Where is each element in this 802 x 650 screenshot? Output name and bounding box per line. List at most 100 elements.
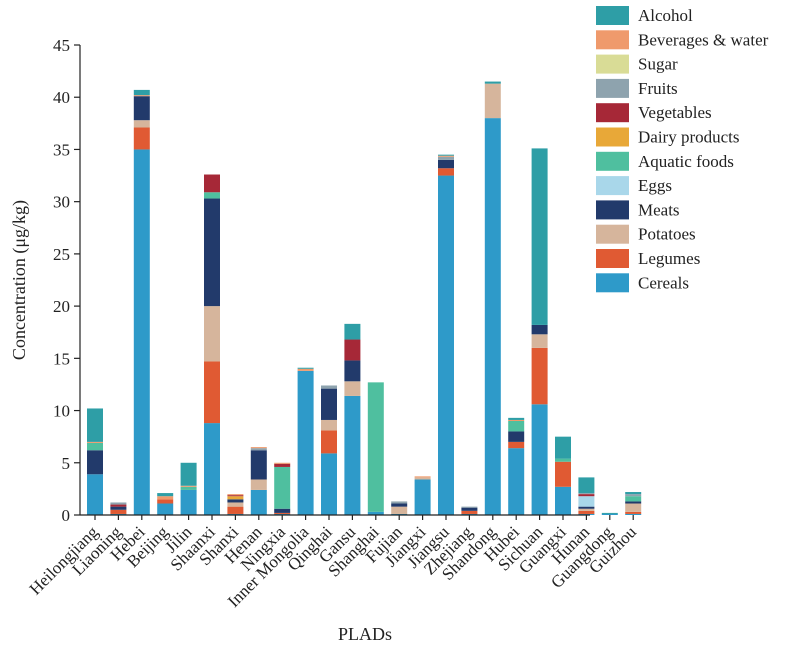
bar-segment	[508, 417, 525, 420]
bar-segment	[391, 503, 408, 507]
bar-segment	[461, 506, 478, 508]
bar-segment	[274, 508, 291, 513]
bar-segment	[297, 368, 314, 371]
bar-segment	[625, 496, 642, 502]
bar-segment	[601, 512, 618, 514]
bar-segment	[321, 388, 337, 420]
legend-label: Legumes	[638, 249, 700, 268]
bar-segment	[157, 496, 174, 500]
legend-label: Fruits	[638, 79, 678, 98]
bar-segment	[344, 360, 361, 382]
bar-segment	[321, 453, 337, 515]
bar-segment	[578, 508, 595, 511]
bar-segment	[204, 423, 220, 515]
bar-segment	[531, 324, 548, 335]
legend-swatch	[596, 103, 629, 123]
bar-segment	[110, 504, 127, 507]
bar-segment	[391, 506, 408, 514]
bar-segment	[461, 507, 478, 511]
legend-label: Dairy products	[638, 128, 740, 147]
bar-segment	[250, 448, 267, 451]
bar-segment	[625, 511, 642, 514]
bar-segment	[438, 159, 454, 169]
y-tick-label: 35	[53, 140, 70, 159]
bar-segment	[133, 95, 150, 97]
bar-segment	[227, 499, 244, 503]
x-axis-label: PLADs	[338, 624, 392, 644]
y-tick-label: 15	[53, 349, 70, 368]
bar-segment	[531, 404, 548, 515]
bar-segment	[578, 477, 595, 494]
y-tick-label: 5	[62, 454, 71, 473]
bar-segment	[110, 502, 127, 505]
bar-segment	[438, 156, 454, 160]
bar-segment	[578, 494, 595, 497]
bar-segment	[250, 489, 267, 515]
bar-segment	[180, 489, 197, 515]
x-ticks: HeilongjiangLiaoningHebeiBeijingJilinSha…	[26, 515, 640, 611]
bar-segment	[250, 479, 267, 490]
bar-segment	[414, 479, 431, 515]
bar-segment	[438, 168, 454, 176]
bar-segment	[531, 334, 548, 348]
bar-segment	[87, 474, 103, 515]
legend-label: Potatoes	[638, 225, 696, 244]
legend-swatch	[596, 54, 629, 74]
bar-segment	[227, 495, 244, 497]
legend-label: Alcohol	[638, 6, 693, 25]
legend-label: Beverages & water	[638, 30, 769, 49]
bar-segment	[204, 198, 220, 307]
y-tick-label: 10	[53, 402, 70, 421]
bar-segment	[367, 511, 384, 515]
bar-segment	[484, 81, 501, 84]
bar-segment	[274, 512, 291, 514]
legend: Alcohol Beverages & water Sugar Fruits Veget…	[596, 6, 769, 293]
legend-swatch	[596, 78, 629, 98]
legend-label: Sugar	[638, 55, 678, 74]
bar-segment	[508, 419, 525, 421]
bar-segment	[274, 463, 291, 467]
bar-segment	[321, 419, 337, 431]
legend-swatch	[596, 6, 629, 25]
bar-segment	[87, 442, 103, 451]
legend-label: Vegetables	[638, 103, 712, 122]
bar-segment	[87, 441, 103, 443]
bar-segment	[157, 499, 174, 504]
y-tick-label: 25	[53, 245, 70, 264]
bar-segment	[227, 502, 244, 507]
y-ticks: 0 5 10 15 20 25 30 35 40 45	[53, 36, 80, 525]
legend-label: Meats	[638, 200, 680, 219]
bar-segment	[227, 496, 244, 500]
legend-label: Eggs	[638, 176, 672, 195]
bar-segment	[578, 493, 595, 495]
bar-segment	[157, 493, 174, 497]
y-tick-label: 45	[53, 36, 70, 55]
bar-segment	[204, 306, 220, 362]
bar-segment	[344, 381, 361, 396]
bar-segment	[625, 501, 642, 504]
bar-segment	[133, 127, 150, 150]
bar-segment	[461, 510, 478, 514]
bar-segment	[227, 494, 244, 496]
bar-segment	[87, 408, 103, 442]
bar-segment	[204, 192, 220, 199]
bar-segment	[508, 421, 525, 432]
bar-segment	[625, 492, 642, 495]
y-tick-label: 40	[53, 88, 70, 107]
legend-swatch	[596, 200, 629, 220]
bar-segment	[344, 323, 361, 340]
bar-segment	[555, 461, 571, 487]
bar-segment	[157, 503, 174, 515]
bar-segment	[555, 486, 571, 515]
legend-swatch	[596, 151, 629, 171]
bar-segment	[367, 382, 384, 512]
bar-segment	[133, 96, 150, 121]
bar-segment	[110, 509, 127, 514]
bar-segment	[391, 501, 408, 504]
legend-swatch	[596, 273, 629, 293]
bar-segment	[250, 450, 267, 480]
bar-segment	[87, 450, 103, 475]
y-tick-label: 30	[53, 193, 70, 212]
bar-segment	[438, 175, 454, 516]
bar-segment	[250, 447, 267, 449]
